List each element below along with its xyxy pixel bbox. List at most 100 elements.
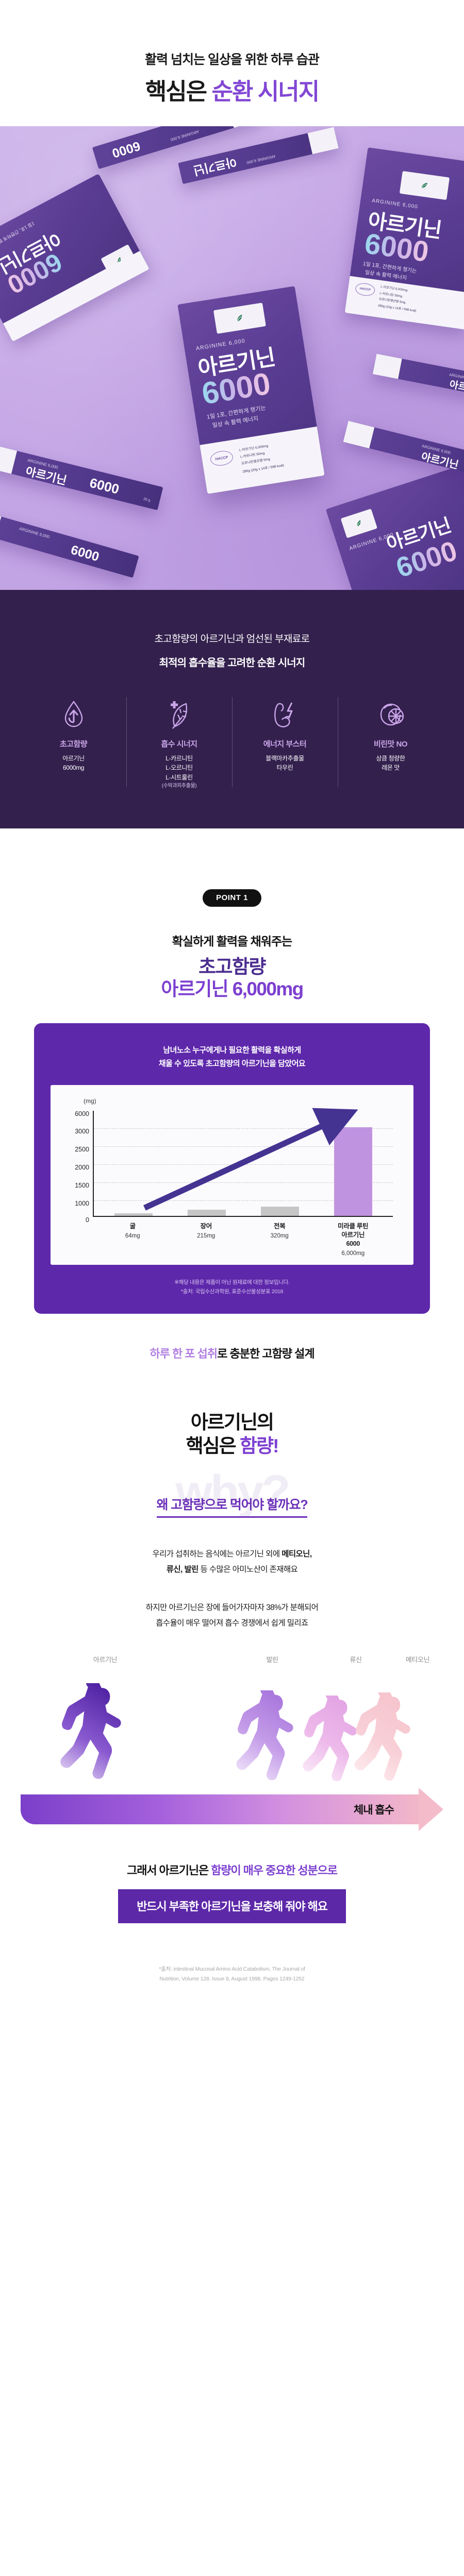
runner-label-valine: 발린	[266, 1655, 278, 1664]
feature-desc-line: 타우린	[276, 764, 293, 772]
why-question: 왜 고함량으로 먹어야 할까요?	[156, 1495, 308, 1518]
feature-desc-line: 상큼 청량한	[376, 754, 405, 762]
feature-item-high-content: 초고함량 아르기닌 6000mg	[21, 699, 126, 790]
stick-number: 6000	[110, 138, 142, 161]
bar-abalone	[261, 1207, 299, 1216]
why-paragraph-2-line-2: 흡수율이 매우 떨어져 흡수 경쟁에서 쉽게 밀리죠	[156, 1619, 308, 1628]
lemon-slice-icon	[341, 699, 440, 730]
why-paragraph-2-line-1: 하지만 아르기닌은 장에 들어가자마자 38%가 분해되어	[145, 1603, 319, 1613]
leaf-logo-icon	[357, 519, 361, 527]
chart-footnote-line-2: *출처: 국립수산과학원, 표준수산물성분표 2018	[180, 1288, 284, 1295]
hero-section: 활력 넘치는 일상을 위한 하루 습관 핵심은 순환 시너지	[0, 0, 464, 105]
dosage-rest: 로 충분한 고함량 설계	[217, 1347, 314, 1361]
why-p1-text-c: 류신, 발린	[166, 1565, 201, 1574]
brand-chip	[340, 508, 378, 538]
bar-group	[334, 1111, 372, 1216]
product-box-center: ARGININE 6,000 아르기닌 6000 1일 1포, 간편하게 챙기는…	[177, 285, 325, 494]
runner-figure-leucine	[303, 1695, 357, 1781]
closing-source-line-1: *출처: intestinal Mucosal Amino Acid Catab…	[159, 1965, 305, 1972]
feature-item-absorption: 흡수 시너지 L-카르니틴 L-오르니틴 L-시트룰린 (수박과피추출물)	[126, 697, 232, 790]
why-p1-text-b: 메티오닌,	[281, 1549, 312, 1558]
chart-lead-line-1: 남녀노소 누구에게나 필요한 활력을 확실하게	[163, 1045, 301, 1055]
runner-figure-arginine	[60, 1683, 121, 1779]
chart-footnote: ※해당 내용은 제품이 아닌 원재료에 대한 정보입니다. *출처: 국립수산과…	[51, 1278, 413, 1297]
x-label-name-bold: 아르기닌 6000	[341, 1231, 365, 1247]
runner-label-methionine: 메티오닌	[405, 1655, 430, 1664]
bar-miracle-routine	[334, 1127, 372, 1216]
x-label-name: 장어	[200, 1223, 212, 1230]
feature-desc: 블랙마카추출물 타우린	[235, 754, 335, 773]
why-p1-text-a: 우리가 섭취하는 음식에는 아르기닌 외에	[152, 1549, 282, 1558]
feature-title: 초고함량	[59, 739, 88, 749]
leaf-plus-icon	[129, 699, 229, 730]
feature-desc: 상큼 청량한 레몬 맛	[341, 754, 440, 773]
y-tick: 0	[86, 1216, 89, 1224]
hero-title-accent: 순환 시너지	[211, 78, 320, 105]
absorption-track: 체내 흡수	[21, 1787, 443, 1831]
bar-eel	[188, 1210, 226, 1216]
y-tick: 6000	[75, 1110, 89, 1118]
feature-title: 에너지 부스터	[263, 739, 307, 749]
x-label-miracle-routine: 미라클 루틴 아르기닌 6000 6,000mg	[334, 1222, 372, 1257]
product-box-left: 아르기닌 6000 1일 1포, 간편하게 챙기는	[0, 173, 150, 342]
bar-group	[114, 1111, 153, 1216]
point1-section: POINT 1 확실하게 활력을 채워주는 초고함량 아르기닌 6,000mg …	[0, 828, 464, 1362]
chart-plot-area: 6000 3000 2500 2000 1500 1000 0	[75, 1108, 393, 1224]
leaf-logo-icon	[237, 314, 242, 321]
feature-desc: L-카르니틴 L-오르니틴 L-시트룰린 (수박과피추출물)	[129, 754, 229, 790]
feature-desc-line: 레몬 맛	[382, 764, 400, 772]
closing-source: *출처: intestinal Mucosal Amino Acid Catab…	[0, 1964, 464, 1985]
closing-source-line-2: Nutrition, Volume 128. Issue 8, August 1…	[159, 1976, 305, 1982]
point-headline-2-line2: 아르기닌 6,000mg	[161, 978, 304, 999]
runner-figure-methionine	[354, 1692, 410, 1781]
muscle-bolt-icon	[235, 699, 335, 730]
runner-label-leucine: 류신	[350, 1655, 362, 1664]
feature-item-lemon: 비린맛 NO 상큼 청량한 레몬 맛	[338, 697, 443, 790]
haccp-badge: HACCP	[354, 281, 376, 297]
chart-x-labels: 굴 64mg 장어 215mg 전복 320mg 미라클 루틴 아르기닌 600…	[93, 1217, 393, 1257]
feature-desc: 아르기닌 6000mg	[24, 754, 123, 773]
band-line-2: 최적의 흡수율을 고려한 순환 시너지	[159, 657, 305, 669]
why-headline-line-2: 핵심은 함량!	[0, 1434, 464, 1458]
y-tick: 2000	[75, 1164, 89, 1172]
point-badge: POINT 1	[203, 889, 261, 907]
chart-bars	[94, 1111, 393, 1216]
feature-desc-line: 아르기닌	[62, 754, 85, 762]
point-headline-2: 초고함량 아르기닌 6,000mg	[0, 956, 464, 1001]
point-headline-2-line1: 초고함량	[198, 956, 266, 977]
point-headline-1: 확실하게 활력을 채워주는	[172, 934, 293, 948]
feature-row: 초고함량 아르기닌 6000mg 흡수 시너지 L-카르	[21, 697, 443, 790]
why-paragraph-2: 하지만 아르기닌은 장에 들어가자마자 38%가 분해되어 흡수율이 매우 떨어…	[0, 1600, 464, 1631]
track-bar	[21, 1794, 420, 1824]
product-box-right-top: ARGININE 6,000 아르기닌 6000 1일 1포, 간편하게 챙기는…	[344, 147, 464, 330]
bar-group	[261, 1111, 299, 1216]
brand-chip	[399, 171, 450, 200]
x-label-value: 6,000mg	[341, 1250, 365, 1257]
feature-desc-line: L-시트룰린	[165, 773, 193, 781]
box-weight: 280g (20g x 14포 / 598 kcal)	[377, 304, 417, 313]
arginine-comparison-chart: (mg) 6000 3000 2500 2000 1500 1000 0	[51, 1085, 413, 1265]
x-label-name: 전복	[274, 1223, 286, 1230]
why-headline: 아르기닌의 핵심은 함량!	[0, 1411, 464, 1457]
x-label-name: 굴	[129, 1223, 136, 1230]
why-paragraph-1-line-1: 우리가 섭취하는 음식에는 아르기닌 외에 메티오닌,	[0, 1547, 464, 1562]
why-headline-lead: 핵심은	[186, 1435, 240, 1456]
why-headline-accent: 함량!	[240, 1435, 279, 1456]
runner-figure-valine	[236, 1690, 293, 1780]
why-headline-line-1: 아르기닌의	[190, 1412, 274, 1433]
chart-footnote-line-1: ※해당 내용은 제품이 아닌 원재료에 대한 정보입니다.	[174, 1279, 290, 1285]
bar-oyster	[114, 1213, 153, 1216]
closing-section: 그래서 아르기닌은 함량이 매우 중요한 성분으로 반드시 부족한 아르기닌을 …	[0, 1861, 464, 1985]
dosage-line: 하루 한 포 섭취로 충분한 고함량 설계	[0, 1345, 464, 1361]
y-tick: 1500	[75, 1182, 89, 1190]
x-label-value: 215mg	[197, 1232, 216, 1239]
y-tick: 3000	[75, 1128, 89, 1136]
feature-desc-line: L-오르니틴	[165, 764, 193, 772]
x-label-value: 320mg	[270, 1232, 289, 1239]
x-label-name: 미라클 루틴	[338, 1223, 369, 1230]
runner-label-arginine: 아르기닌	[93, 1655, 118, 1664]
chart-lead: 남녀노소 누구에게나 필요한 활력을 확실하게 채울 수 있도록 초고함량의 아…	[51, 1044, 413, 1071]
stick-eng: ARGININE 6,000	[246, 154, 276, 165]
y-tick: 2500	[75, 1146, 89, 1154]
feature-title: 흡수 시너지	[161, 739, 197, 749]
